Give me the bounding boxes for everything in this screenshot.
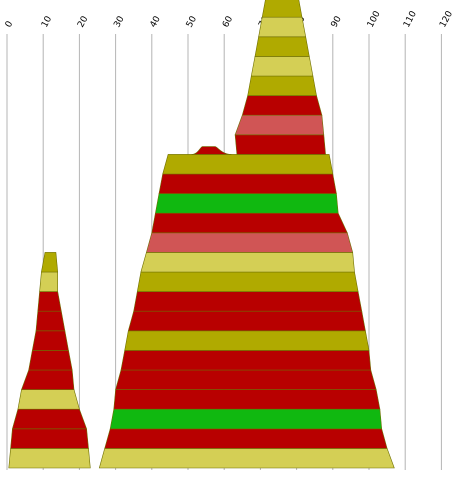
shape-1-band-10: [39, 271, 59, 292]
shape-1-band-6: [28, 350, 73, 371]
x-tick-label-110: 110: [402, 9, 419, 29]
shape-2-band-7: [124, 330, 370, 351]
shape-1-band-3: [12, 408, 88, 430]
x-tick-label-0: 0: [4, 19, 16, 29]
shape-1-band-8: [35, 310, 66, 332]
shape-2-band-14: [155, 193, 339, 214]
shape-2-band-13: [151, 212, 348, 234]
shape-2-bump-1: [191, 146, 232, 155]
shape-2-band-18: [234, 114, 325, 136]
shape-1-band-7: [31, 330, 69, 351]
shape-2-band-12: [146, 232, 354, 253]
shape-2-band-3: [109, 408, 383, 430]
shape-2-band-23: [258, 16, 307, 38]
x-tick-label-20: 20: [76, 14, 90, 29]
area-shape-1: [8, 252, 91, 469]
shape-2-band-6: [120, 350, 372, 371]
shape-1-band-11: [41, 252, 59, 273]
x-tick-label-120: 120: [438, 9, 452, 29]
shape-1-band-9: [37, 291, 62, 312]
x-tick-label-60: 60: [221, 14, 235, 29]
shape-2-band-19: [241, 95, 323, 116]
shape-1-band-4: [17, 389, 80, 410]
shape-2-band-17: [234, 134, 326, 155]
shape-2-band-4: [113, 389, 381, 410]
shape-1-band-2: [10, 428, 89, 449]
shape-2-band-11: [140, 252, 355, 273]
x-tick-label-50: 50: [185, 14, 199, 29]
shape-2-band-15: [158, 173, 337, 194]
x-tick-label-100: 100: [366, 9, 383, 29]
shape-1-band-5: [21, 369, 75, 390]
shape-2-band-2: [104, 428, 388, 449]
shape-2-band-20: [247, 75, 317, 96]
shape-2-band-5: [115, 369, 377, 390]
x-tick-label-90: 90: [330, 14, 344, 29]
x-tick-label-30: 30: [112, 14, 126, 29]
x-tick-label-10: 10: [40, 14, 54, 29]
shape-2-band-8: [127, 310, 366, 332]
area-shape-2: [98, 0, 395, 469]
shape-2-band-21: [250, 56, 314, 77]
x-tick-labels: 0102030405060708090100110120: [4, 9, 452, 29]
shape-2-band-16: [162, 154, 334, 175]
stacked-area-shapes: [8, 0, 395, 469]
shape-2-band-1: [98, 448, 395, 469]
shape-2-band-22: [254, 36, 310, 57]
shape-1-band-1: [8, 448, 91, 469]
shape-2-band-10: [136, 271, 359, 292]
x-tick-label-40: 40: [149, 14, 163, 29]
shape-2-band-9: [133, 291, 363, 312]
shape-2-band-24: [261, 0, 303, 18]
